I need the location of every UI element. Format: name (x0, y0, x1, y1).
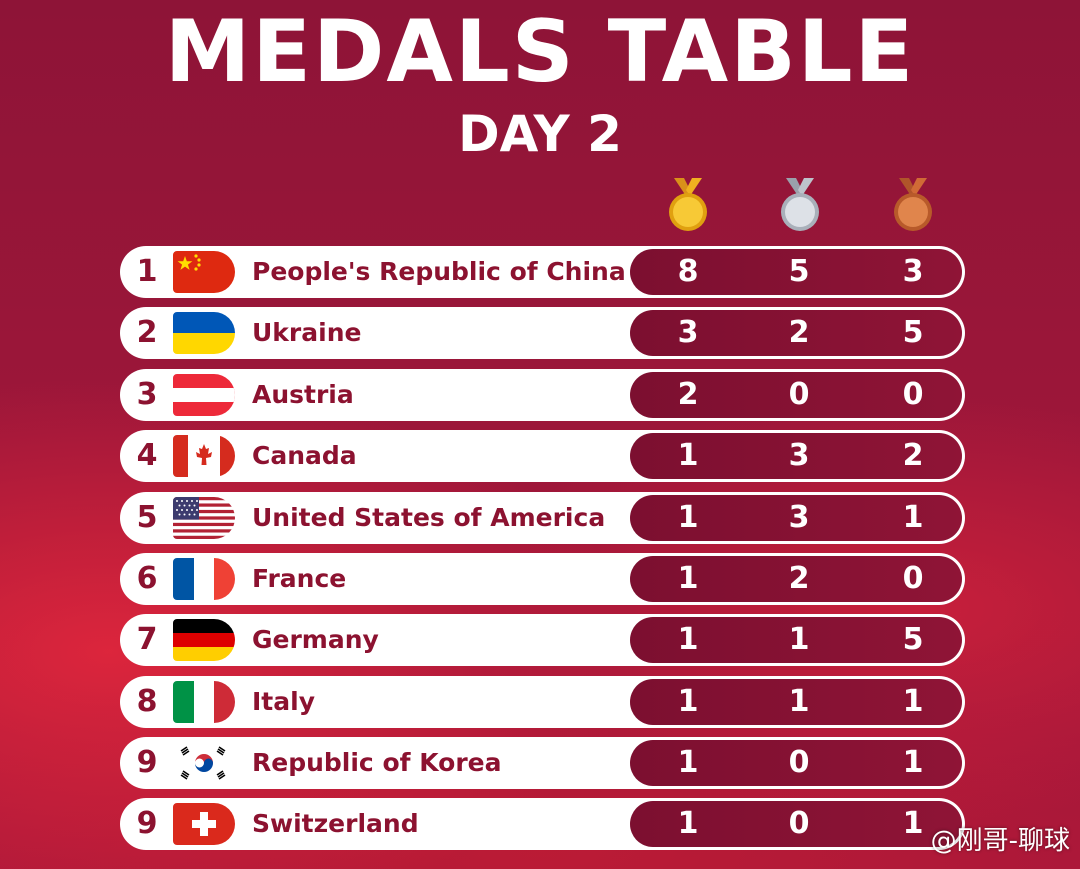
country-name: People's Republic of China (252, 257, 626, 286)
rank: 9 (136, 806, 158, 841)
country-name: France (252, 564, 347, 593)
medal-counts: 1 3 1 (630, 495, 962, 541)
bronze-count: 2 (902, 438, 924, 473)
rank: 9 (136, 745, 158, 780)
medal-counts: 3 2 5 (630, 310, 962, 356)
germany-flag-icon (173, 619, 235, 661)
bronze-count: 1 (902, 684, 924, 719)
medal-counts: 1 0 1 (630, 740, 962, 786)
bronze-count: 5 (902, 315, 924, 350)
page-title: MEDALS TABLE (164, 2, 916, 102)
country-name: Switzerland (252, 809, 419, 838)
silver-count: 1 (788, 684, 810, 719)
table-row: 7 Germany 1 1 5 (120, 614, 965, 666)
silver-count: 2 (788, 561, 810, 596)
rank: 3 (136, 377, 158, 412)
gold-medal-icon (666, 176, 710, 234)
china-flag-icon (173, 251, 235, 293)
usa-flag-icon (173, 497, 235, 539)
gold-count: 8 (677, 254, 699, 289)
rank: 6 (136, 561, 158, 596)
bronze-count: 3 (902, 254, 924, 289)
gold-count: 1 (677, 684, 699, 719)
table-row: 5 United States of America 1 3 1 (120, 492, 965, 544)
switzerland-flag-icon (173, 803, 235, 845)
table-row: 9 Switzerland 1 0 1 (120, 798, 965, 850)
table-row: 6 France 1 2 0 (120, 553, 965, 605)
country-name: United States of America (252, 503, 606, 532)
gold-count: 1 (677, 438, 699, 473)
gold-count: 1 (677, 561, 699, 596)
medal-counts: 1 0 1 (630, 801, 962, 847)
medal-counts: 1 1 1 (630, 679, 962, 725)
country-name: Canada (252, 441, 357, 470)
rank: 8 (136, 684, 158, 719)
italy-flag-icon (173, 681, 235, 723)
rank: 2 (136, 315, 158, 350)
silver-count: 0 (788, 377, 810, 412)
france-flag-icon (173, 558, 235, 600)
gold-count: 3 (677, 315, 699, 350)
country-name: Austria (252, 380, 354, 409)
silver-count: 0 (788, 806, 810, 841)
country-name: Ukraine (252, 318, 362, 347)
medal-counts: 1 3 2 (630, 433, 962, 479)
silver-count: 3 (788, 438, 810, 473)
silver-medal-icon (778, 176, 822, 234)
medal-counts: 2 0 0 (630, 372, 962, 418)
table-row: 8 Italy 1 1 1 (120, 676, 965, 728)
table-row: 9 Republic of Korea 1 0 1 (120, 737, 965, 789)
rank: 5 (136, 500, 158, 535)
country-name: Italy (252, 687, 315, 716)
bronze-count: 1 (902, 500, 924, 535)
silver-count: 2 (788, 315, 810, 350)
table-row: 4 Canada 1 3 2 (120, 430, 965, 482)
canada-flag-icon (173, 435, 235, 477)
bronze-count: 1 (902, 806, 924, 841)
silver-count: 5 (788, 254, 810, 289)
page-subtitle: DAY 2 (458, 105, 622, 163)
table-row: 1 People's Republic of China 8 5 3 (120, 246, 965, 298)
rank: 1 (136, 254, 158, 289)
gold-count: 2 (677, 377, 699, 412)
bronze-count: 1 (902, 745, 924, 780)
gold-count: 1 (677, 622, 699, 657)
country-name: Republic of Korea (252, 748, 502, 777)
austria-flag-icon (173, 374, 235, 416)
watermark: @刚哥-聊球 (930, 826, 1070, 856)
rank: 4 (136, 438, 158, 473)
bronze-medal-icon (891, 176, 935, 234)
medal-counts: 1 1 5 (630, 617, 962, 663)
medal-counts: 1 2 0 (630, 556, 962, 602)
medal-counts: 8 5 3 (630, 249, 962, 295)
rank: 7 (136, 622, 158, 657)
table-row: 3 Austria 2 0 0 (120, 369, 965, 421)
silver-count: 1 (788, 622, 810, 657)
bronze-count: 0 (902, 561, 924, 596)
silver-count: 0 (788, 745, 810, 780)
country-name: Germany (252, 625, 379, 654)
gold-count: 1 (677, 500, 699, 535)
bronze-count: 0 (902, 377, 924, 412)
bronze-count: 5 (902, 622, 924, 657)
ukraine-flag-icon (173, 312, 235, 354)
gold-count: 1 (677, 806, 699, 841)
table-row: 2 Ukraine 3 2 5 (120, 307, 965, 359)
silver-count: 3 (788, 500, 810, 535)
korea-flag-icon (173, 742, 235, 784)
gold-count: 1 (677, 745, 699, 780)
